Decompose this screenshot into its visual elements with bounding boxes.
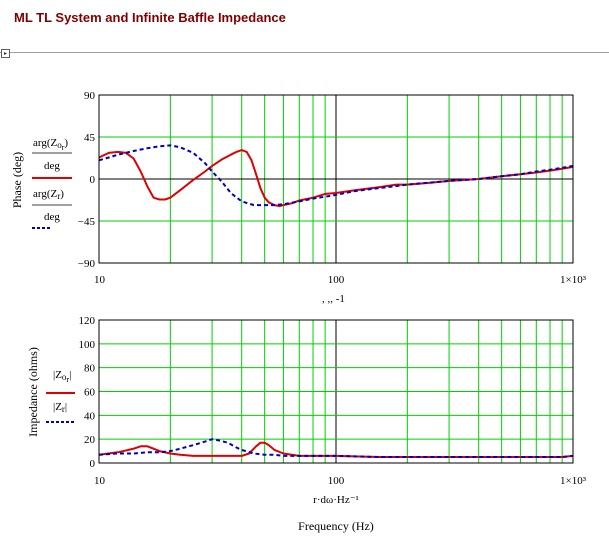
series-line-ml-tl [98,441,574,458]
y-tick-label: 100 [79,339,96,351]
y-tick-label: 90 [84,90,96,102]
legend-arg-zr: arg(Zr) [33,188,64,201]
impedance-xlabel: Frequency (Hz) [298,519,374,533]
y-tick-label: 80 [84,363,96,375]
phase-yticks: 90 45 0 −45 −90 [78,90,96,270]
x-tick-label: 10 [94,475,106,487]
y-tick-label: −90 [78,258,96,270]
phase-frame [98,94,574,264]
phase-chart: 90 45 0 −45 −90 10 100 1×10³ Phase (deg) arg(Z… [10,90,587,305]
series-line-infinite-baffle [98,438,574,458]
x-tick-label: 1×10³ [560,274,587,286]
phase-xlabel-fragment: , ,, -1 [322,293,345,305]
series-line-infinite-baffle [98,144,574,207]
x-tick-label: 100 [328,274,345,286]
impedance-ylabel: Impedance (ohms) [26,347,40,437]
legend-abs-zor: |Zor| [53,369,71,384]
y-tick-label: 0 [90,174,96,186]
region-collapse-icon[interactable]: ▸ [1,49,10,58]
y-tick-label: 20 [84,434,96,446]
legend-deg-2: deg [44,211,60,223]
y-tick-label: −45 [78,216,96,228]
impedance-xticks: 10 100 1×10³ [94,475,587,487]
impedance-chart: 120 100 80 60 40 20 0 10 100 1×10³ Impedance (oh… [26,315,587,533]
phase-series [98,144,574,208]
impedance-yticks: 120 100 80 60 40 20 0 [79,315,96,470]
x-tick-label: 100 [328,475,345,487]
y-tick-label: 0 [90,458,96,470]
legend-arg-zor: arg(Zor) [33,137,68,152]
impedance-frame [98,319,574,464]
x-tick-label: 10 [94,274,106,286]
phase-grid [99,94,573,264]
region-divider [0,52,609,53]
phase-xticks: 10 100 1×10³ [94,274,587,286]
y-tick-label: 60 [84,387,96,399]
y-tick-label: 120 [79,315,96,327]
x-tick-label: 1×10³ [560,475,587,487]
legend-deg-1: deg [44,160,60,172]
phase-legend: arg(Zor) deg arg(Zr) deg [32,137,72,229]
y-tick-label: 40 [84,410,96,422]
impedance-grid [99,319,573,464]
phase-ylabel: Phase (deg) [10,152,24,208]
y-tick-label: 45 [84,132,96,144]
legend-abs-zr: |Zr| [53,401,67,414]
page-title: ML TL System and Infinite Baffle Impedan… [14,10,286,25]
impedance-legend: |Zor| |Zr| [46,369,75,423]
impedance-series [98,438,574,458]
impedance-xexpr: r·dω·Hz⁻¹ [313,494,359,506]
